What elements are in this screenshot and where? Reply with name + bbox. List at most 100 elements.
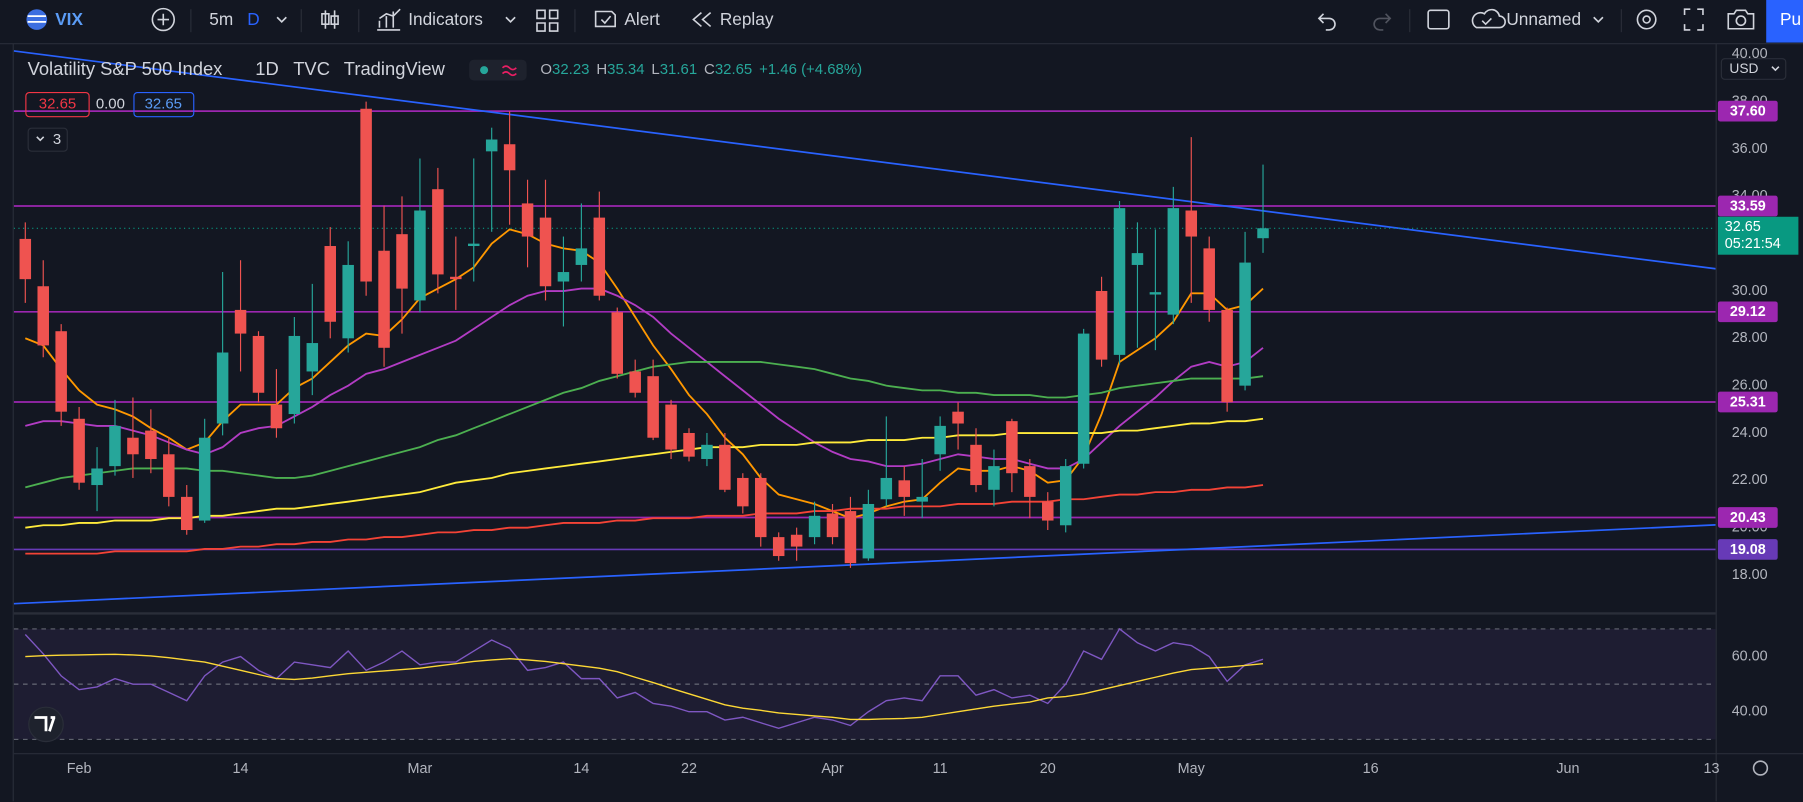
candle-body (396, 234, 408, 289)
candle-body (790, 534, 803, 547)
candle-body (1221, 309, 1233, 403)
price-badge-label: 20.43 (1730, 510, 1766, 526)
alert-button[interactable]: Alert (624, 9, 660, 29)
candle-body (1042, 501, 1054, 521)
candle-body (432, 189, 444, 275)
candle-body (414, 210, 426, 301)
candle-body (755, 477, 767, 538)
replay-icon[interactable] (692, 12, 712, 28)
layout-name[interactable]: Unnamed (1506, 9, 1581, 29)
layouts-icon[interactable] (536, 9, 559, 32)
candle-body (1077, 333, 1090, 464)
add-symbol-plus (157, 13, 170, 26)
x-tick-label: 14 (573, 761, 589, 777)
candle-body (306, 343, 319, 372)
fullscreen[interactable] (1683, 8, 1704, 31)
buy-price[interactable]: 32.65 (145, 96, 182, 113)
add-symbol[interactable] (151, 7, 176, 32)
settings[interactable] (1636, 9, 1657, 30)
ohlc-label: L (651, 61, 659, 78)
currency-box[interactable] (1720, 58, 1787, 80)
price-badge-label: 25.31 (1730, 394, 1766, 410)
interval-label: 1D (255, 58, 279, 79)
source-label: TradingView (344, 58, 446, 79)
candle-body (737, 477, 749, 507)
rsi-line (24, 627, 1264, 730)
candle-body (145, 430, 157, 460)
price-badge-label: 29.12 (1730, 304, 1766, 320)
moving-average (25, 484, 1264, 555)
candle-body (808, 515, 821, 538)
candle-body (485, 139, 498, 152)
candle-body (234, 309, 247, 334)
axis-settings[interactable] (1752, 760, 1769, 776)
y-tick-label: 30.00 (1732, 283, 1768, 299)
redo[interactable] (1373, 13, 1392, 31)
candle-body (1095, 290, 1108, 360)
candle-body (772, 537, 785, 557)
rsi-tick-label: 60.00 (1732, 648, 1768, 664)
indicators-icon[interactable] (377, 8, 401, 31)
buy-button[interactable] (133, 91, 195, 118)
candle-body (467, 243, 480, 247)
price-badge-label: 19.08 (1730, 542, 1766, 558)
candle-body (826, 513, 839, 538)
indicator-collapse[interactable] (27, 127, 68, 152)
candle-body (1257, 228, 1269, 239)
interval[interactable]: 5m (209, 9, 233, 29)
x-tick-label: 20 (1040, 761, 1056, 777)
fullscreen-select[interactable] (1427, 9, 1450, 30)
chart-type[interactable] (321, 10, 339, 29)
rsi-pane (13, 627, 1716, 740)
x-tick-label: 11 (933, 761, 948, 777)
status-pill[interactable] (469, 59, 527, 81)
candle-body (1113, 208, 1126, 355)
candle-body (1024, 466, 1036, 497)
x-tick-label: Jun (1556, 761, 1579, 777)
candle-body (683, 432, 695, 457)
last-price-badge (1717, 216, 1799, 255)
sell-price[interactable]: 32.65 (39, 96, 76, 113)
flag-icon[interactable] (26, 9, 48, 30)
candle-body (270, 404, 283, 429)
interval-caret[interactable] (276, 16, 287, 23)
replay-button[interactable]: Replay (720, 9, 774, 29)
price-badge-label: 37.60 (1730, 103, 1766, 119)
sell-button[interactable] (25, 91, 90, 118)
candle-body (503, 144, 516, 171)
indicators-caret[interactable] (505, 16, 516, 23)
symbol[interactable]: VIX (55, 9, 83, 29)
indicators-button[interactable]: Indicators (408, 9, 483, 29)
publish-button[interactable] (1766, 0, 1803, 43)
cloud-icon[interactable] (1471, 8, 1506, 29)
layout-caret[interactable] (1593, 16, 1604, 23)
publish-label[interactable]: Pu (1780, 9, 1801, 29)
candle-body (898, 480, 911, 497)
indicator-count[interactable]: 3 (53, 131, 61, 148)
market-open-dot (480, 66, 489, 75)
currency[interactable]: USD (1729, 61, 1758, 76)
undo[interactable] (1317, 13, 1336, 31)
candle-body (916, 496, 928, 502)
screenshot[interactable] (1727, 9, 1755, 30)
symbol-title: Volatility S&P 500 Index (28, 58, 223, 79)
alert-icon[interactable] (594, 10, 616, 28)
ohlc-value: 32.23 (552, 61, 589, 78)
moving-average (25, 361, 1264, 489)
price-badge (1717, 539, 1778, 560)
main-pane (13, 50, 1716, 605)
price-badge (1717, 301, 1778, 323)
flag-stripes (27, 15, 46, 23)
countdown-label: 05:21:54 (1725, 236, 1781, 252)
x-tick-label: May (1178, 761, 1206, 777)
candle-body (378, 250, 390, 348)
moving-average (25, 287, 1264, 470)
candle-body (880, 477, 893, 500)
candle-body (629, 371, 641, 393)
candle-body (109, 425, 121, 467)
trendline (13, 50, 1716, 270)
currency-caret (1771, 66, 1780, 72)
timeframe[interactable]: D (247, 9, 259, 29)
x-tick-label: 14 (233, 761, 249, 777)
